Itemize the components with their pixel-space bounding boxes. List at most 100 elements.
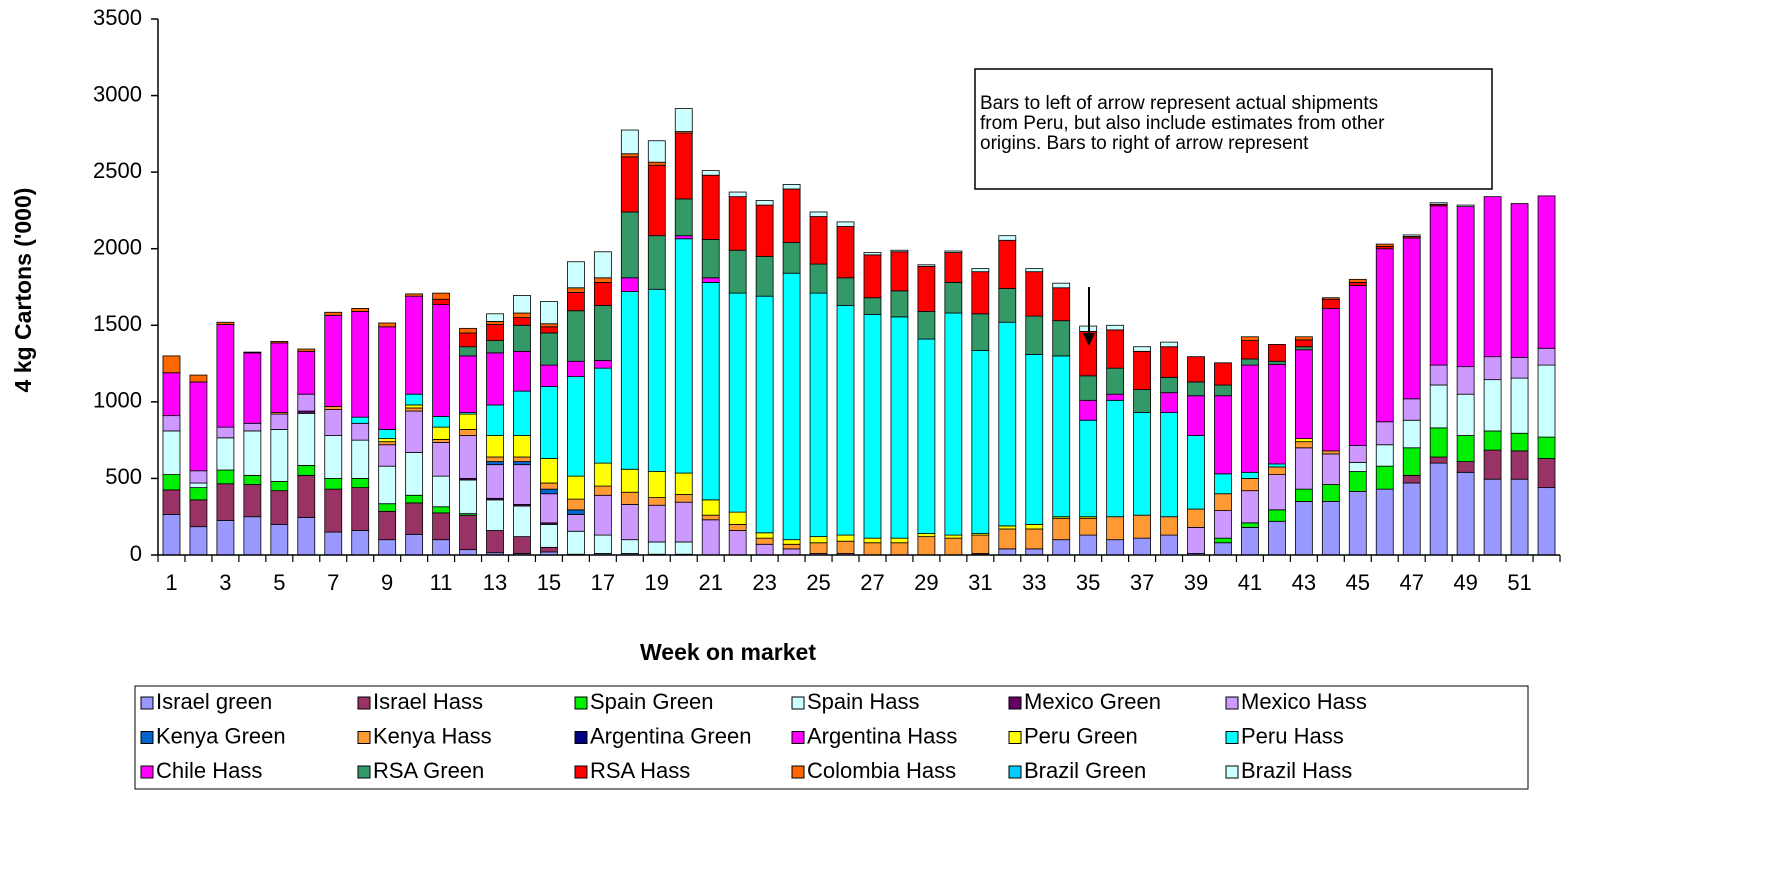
bar-segment	[593, 534, 612, 554]
legend-swatch	[140, 731, 154, 744]
bar-segment	[1241, 358, 1259, 366]
bar-segment	[1375, 465, 1394, 490]
bar-segment	[971, 271, 990, 315]
bar-segment	[1214, 473, 1232, 495]
bar-segment	[1214, 395, 1232, 475]
bar-segment	[459, 549, 477, 556]
y-tick-label: 2500	[93, 158, 142, 183]
bar-segment	[917, 264, 936, 267]
bar-segment	[270, 429, 289, 482]
bar-segment	[486, 464, 504, 499]
bar-segment	[351, 308, 370, 312]
bar-segment	[917, 338, 936, 534]
bar-segment	[593, 367, 612, 464]
bar-segment	[1106, 367, 1125, 395]
legend-label: Spain Green	[590, 689, 714, 714]
bar-segment	[620, 539, 639, 554]
x-tick-label: 23	[752, 570, 776, 595]
bar-segment	[567, 360, 585, 377]
bar-segment	[567, 475, 585, 500]
bar-segment	[755, 532, 774, 539]
bar-segment	[1052, 517, 1071, 541]
bar-segment	[459, 346, 477, 357]
legend-label: Brazil Green	[1024, 758, 1146, 783]
bar-segment	[351, 416, 370, 424]
bar-segment	[1321, 484, 1340, 502]
x-tick-label: 33	[1022, 570, 1046, 595]
legend-label: Peru Green	[1024, 723, 1138, 748]
bar-segment	[890, 290, 909, 318]
bar-segment	[1483, 196, 1502, 358]
bar-segment	[1429, 364, 1448, 386]
bar-segment	[1025, 315, 1044, 355]
legend-label: Peru Hass	[1241, 723, 1344, 748]
bar-segment	[270, 413, 289, 430]
bar-segment	[701, 239, 720, 279]
bar-segment	[1429, 202, 1448, 205]
bar-segment	[1160, 412, 1178, 518]
bar-segment	[486, 321, 504, 325]
bar-segment	[1241, 490, 1259, 524]
bar-segment	[513, 461, 531, 466]
bar-segment	[486, 404, 504, 436]
legend-swatch	[1008, 696, 1022, 710]
bar-segment	[1241, 336, 1259, 341]
bar-segment	[620, 491, 639, 505]
bar-segment	[971, 268, 990, 273]
bar-segment	[270, 342, 289, 413]
bar-segment	[917, 533, 936, 538]
x-tick-label: 21	[698, 570, 722, 595]
bar-segment	[378, 503, 397, 512]
bar-segment	[1294, 447, 1313, 490]
bar-segment	[378, 322, 397, 328]
legend-label: Kenya Hass	[373, 723, 492, 748]
bar-segment	[243, 430, 262, 476]
bar-segment	[1321, 308, 1340, 452]
bar-segment	[459, 429, 477, 436]
bar-segment	[270, 340, 289, 344]
bar-segment	[216, 426, 235, 439]
x-tick-label: 31	[968, 570, 992, 595]
bar-segment	[1241, 340, 1259, 360]
x-axis-label: Week on market	[640, 639, 816, 665]
legend-swatch	[140, 765, 154, 779]
bar-segment	[1052, 282, 1071, 289]
bar-segment	[1456, 471, 1475, 556]
bar-segment	[1429, 427, 1448, 458]
bar-segment	[567, 291, 585, 312]
bar-segment	[297, 348, 316, 352]
bar-segment	[674, 235, 693, 240]
bar-segment	[1402, 482, 1421, 556]
bar-segment	[836, 540, 855, 554]
bar-segment	[1241, 364, 1259, 473]
bar-segment	[728, 530, 747, 556]
bar-segment	[1294, 349, 1313, 440]
bar-segment	[836, 534, 855, 542]
bar-segment	[432, 292, 450, 300]
bar-segment	[1402, 398, 1421, 421]
y-tick-label: 3000	[93, 81, 142, 106]
bar-segment	[1241, 478, 1259, 492]
legend-label: Israel Hass	[373, 689, 483, 714]
bar-segment	[1375, 243, 1394, 247]
bar-segment	[1160, 392, 1178, 413]
x-tick-label: 43	[1292, 570, 1316, 595]
bar-segment	[1214, 537, 1232, 544]
x-tick-label: 49	[1453, 570, 1477, 595]
bar-segment	[674, 108, 693, 132]
bar-segment	[1106, 329, 1125, 369]
bar-segment	[513, 390, 531, 436]
bar-segment	[1294, 438, 1313, 443]
bar-segment	[701, 282, 720, 501]
legend-label: Mexico Hass	[1241, 689, 1367, 714]
bar-segment	[890, 249, 909, 253]
bar-segment	[647, 235, 666, 290]
annotation: origins. Bars to right of arrow represen…	[980, 133, 1309, 154]
bar-segment	[351, 478, 370, 489]
bar-segment	[243, 422, 262, 432]
bar-segment	[647, 164, 666, 237]
bar-segment	[1106, 539, 1125, 556]
bar-segment	[1052, 355, 1071, 518]
bar-segment	[162, 415, 181, 432]
